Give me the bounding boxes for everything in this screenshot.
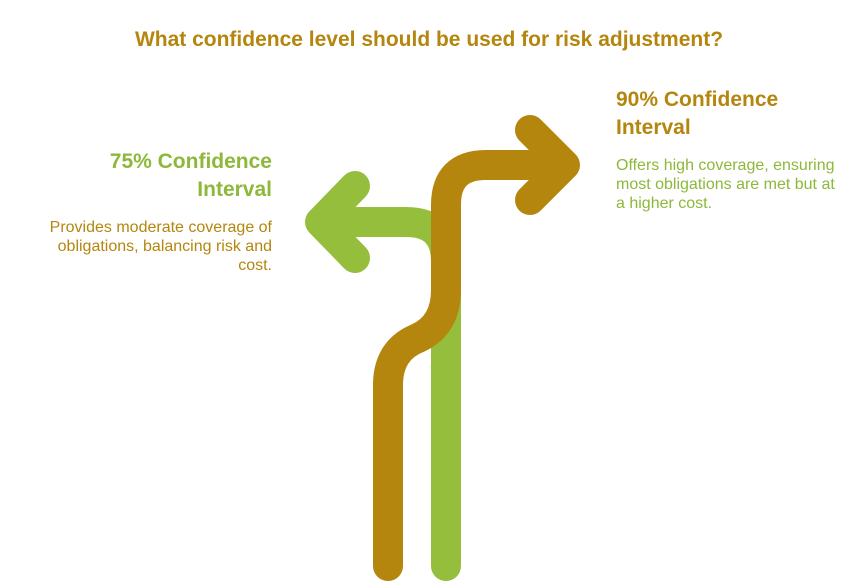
left-option-description: Provides moderate coverage of obligation… [49, 219, 272, 274]
left-arrowhead-icon [305, 171, 370, 273]
right-option: 90% Confidence Interval Offers high cove… [616, 86, 846, 213]
right-arrow-shaft [373, 150, 575, 581]
page-title: What confidence level should be used for… [134, 28, 724, 51]
left-option: 75% Confidence Interval Provides moderat… [40, 148, 272, 275]
right-option-heading: 90% Confidence Interval [616, 88, 779, 139]
left-option-heading: 75% Confidence Interval [109, 150, 272, 201]
right-arrowhead-icon [515, 115, 580, 215]
right-option-description: Offers high coverage, ensuring most obli… [616, 157, 835, 212]
